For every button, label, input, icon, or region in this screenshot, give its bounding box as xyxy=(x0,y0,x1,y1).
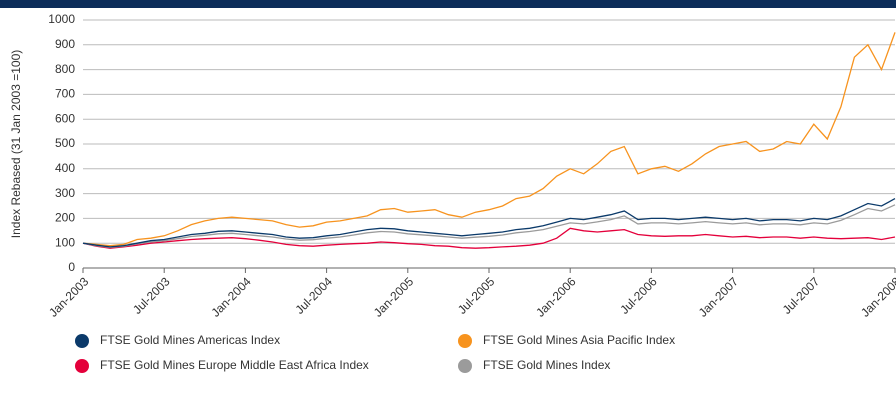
x-tick-label: Jan-2003 xyxy=(46,274,92,320)
y-axis-label: Index Rebased (31 Jan 2003 =100) xyxy=(9,50,23,238)
legend-label: FTSE Gold Mines Americas Index xyxy=(100,333,280,347)
y-tick-label: 1000 xyxy=(48,12,75,26)
x-tick-label: Jan-2005 xyxy=(371,274,417,320)
top-band xyxy=(0,0,896,8)
legend-marker xyxy=(75,334,89,348)
legend-marker xyxy=(458,334,472,348)
y-tick-label: 700 xyxy=(55,87,75,101)
x-tick-label: Jan-2004 xyxy=(208,274,254,320)
line-series xyxy=(82,227,896,249)
y-tick-label: 400 xyxy=(55,161,75,175)
x-tick-label: Jan-2006 xyxy=(533,274,579,320)
x-tick-label: Jan-2007 xyxy=(696,274,742,320)
legend-marker xyxy=(458,359,472,373)
y-tick-label: 0 xyxy=(68,260,75,274)
x-tick-label: Jul-2003 xyxy=(130,274,173,317)
legend-label: FTSE Gold Mines Index xyxy=(483,358,610,372)
x-tick-label: Jul-2004 xyxy=(293,274,336,317)
y-tick-label: 100 xyxy=(55,235,75,249)
line-series xyxy=(82,32,896,247)
y-tick-label: 300 xyxy=(55,186,75,200)
line-series xyxy=(82,204,896,249)
x-tick-label: Jul-2005 xyxy=(455,274,498,317)
line-series xyxy=(82,198,896,248)
y-tick-label: 500 xyxy=(55,136,75,150)
legend-label: FTSE Gold Mines Asia Pacific Index xyxy=(483,333,675,347)
y-tick-label: 200 xyxy=(55,211,75,225)
legend-label: FTSE Gold Mines Europe Middle East Afric… xyxy=(100,358,369,372)
x-tick-label: Jul-2006 xyxy=(617,274,660,317)
y-tick-label: 800 xyxy=(55,62,75,76)
y-tick-label: 900 xyxy=(55,37,75,51)
x-tick-label: Jan-2008 xyxy=(858,274,896,320)
legend-marker xyxy=(75,359,89,373)
y-tick-label: 600 xyxy=(55,111,75,125)
x-tick-label: Jul-2007 xyxy=(780,274,823,317)
